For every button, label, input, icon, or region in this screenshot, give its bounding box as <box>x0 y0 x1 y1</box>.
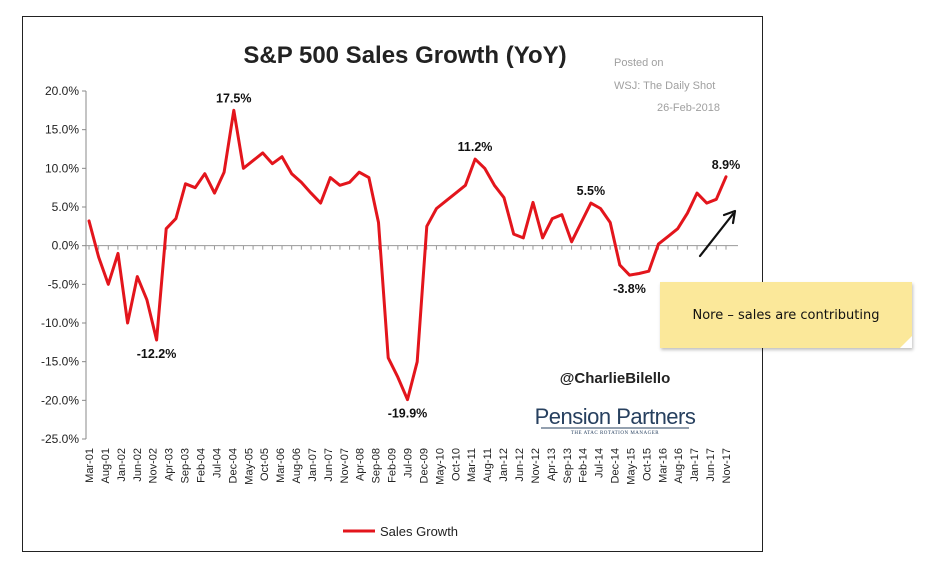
sticky-note-text: Nore – sales are contributing <box>693 308 880 323</box>
arrow-icon <box>700 214 733 256</box>
sticky-note: Nore – sales are contributing <box>660 282 912 348</box>
sticky-note-fold <box>900 336 912 348</box>
